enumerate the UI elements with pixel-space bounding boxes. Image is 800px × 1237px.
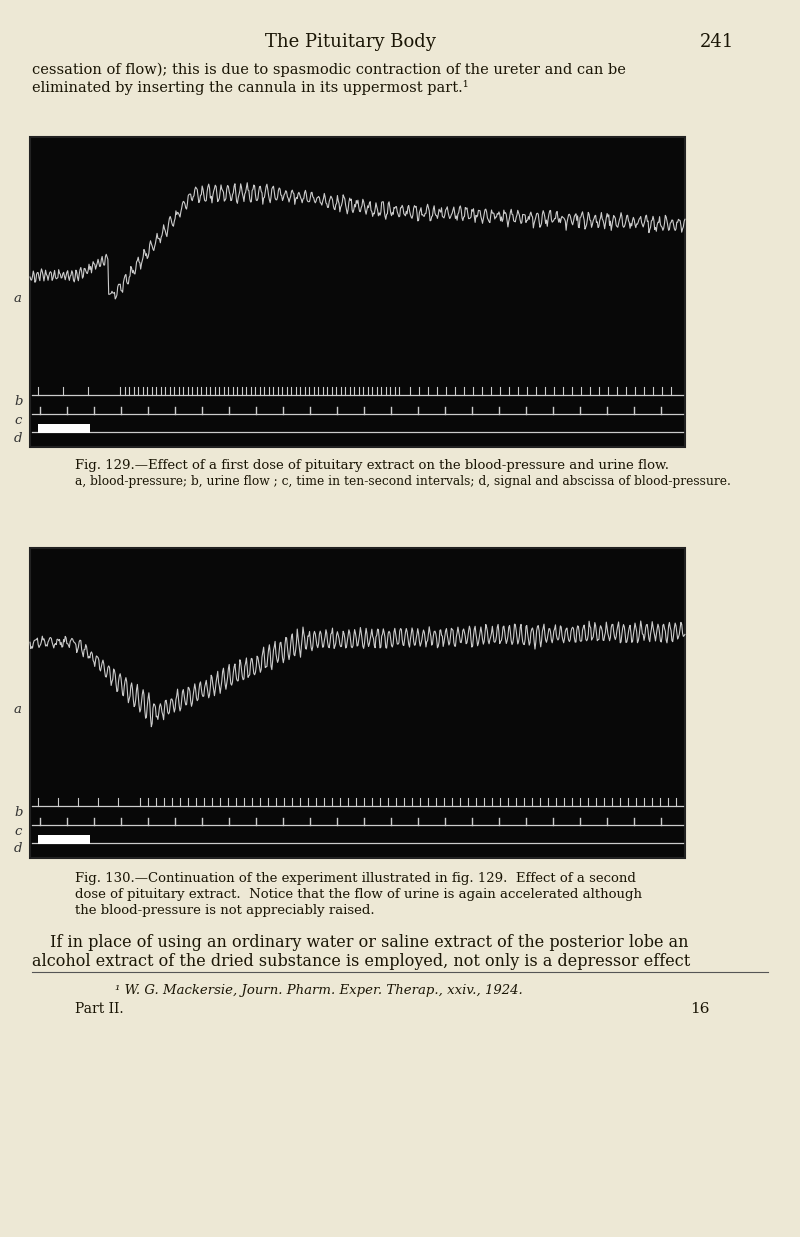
Text: The Pituitary Body: The Pituitary Body bbox=[265, 33, 436, 51]
Text: a: a bbox=[14, 703, 22, 716]
Text: eliminated by inserting the cannula in its uppermost part.¹: eliminated by inserting the cannula in i… bbox=[32, 80, 469, 95]
Bar bbox=[38, 423, 90, 433]
Bar bbox=[30, 137, 685, 447]
Text: Fig. 130.—Continuation of the experiment illustrated in fig. 129.  Effect of a s: Fig. 130.—Continuation of the experiment… bbox=[75, 872, 636, 884]
Text: Fig. 129.—Effect of a first dose of pituitary extract on the blood-pressure and : Fig. 129.—Effect of a first dose of pitu… bbox=[75, 459, 669, 473]
Bar bbox=[38, 835, 90, 844]
Text: alcohol extract of the dried substance is employed, not only is a depressor effe: alcohol extract of the dried substance i… bbox=[32, 952, 690, 970]
Text: the blood-pressure is not appreciably raised.: the blood-pressure is not appreciably ra… bbox=[75, 904, 374, 917]
Text: d: d bbox=[14, 842, 22, 856]
Text: a: a bbox=[14, 292, 22, 306]
Text: b: b bbox=[14, 395, 22, 408]
Text: cessation of flow); this is due to spasmodic contraction of the ureter and can b: cessation of flow); this is due to spasm… bbox=[32, 63, 626, 78]
Text: c: c bbox=[14, 414, 22, 428]
Text: dose of pituitary extract.  Notice that the flow of urine is again accelerated a: dose of pituitary extract. Notice that t… bbox=[75, 888, 642, 901]
Bar bbox=[30, 548, 685, 858]
Text: a, blood-pressure; b, urine flow ; c, time in ten-second intervals; d, signal an: a, blood-pressure; b, urine flow ; c, ti… bbox=[75, 475, 731, 489]
Text: c: c bbox=[14, 825, 22, 839]
Text: 16: 16 bbox=[690, 1002, 710, 1016]
Text: 241: 241 bbox=[700, 33, 734, 51]
Text: b: b bbox=[14, 807, 22, 819]
Text: ¹ W. G. Mackersie, Journ. Pharm. Exper. Therap., xxiv., 1924.: ¹ W. G. Mackersie, Journ. Pharm. Exper. … bbox=[115, 983, 522, 997]
Text: d: d bbox=[14, 432, 22, 444]
Text: If in place of using an ordinary water or saline extract of the posterior lobe a: If in place of using an ordinary water o… bbox=[50, 934, 689, 951]
Text: Part II.: Part II. bbox=[75, 1002, 124, 1016]
